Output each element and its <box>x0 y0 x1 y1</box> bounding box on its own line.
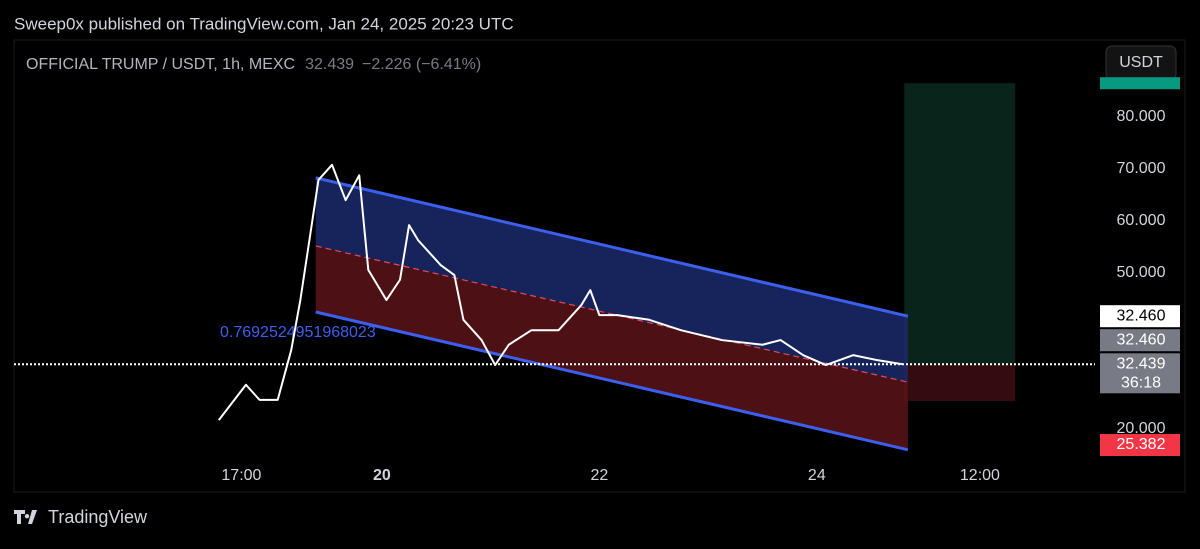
channel-middle <box>315 245 909 383</box>
x-tick-label: 17:00 <box>221 467 261 484</box>
y-tick-label: 70.000 <box>1117 160 1166 177</box>
price-line <box>217 163 904 421</box>
tradingview-logo <box>14 510 37 524</box>
currency-button-label[interactable]: USDT <box>1119 54 1163 71</box>
price-label-box <box>1100 433 1180 456</box>
price-label-box <box>1100 305 1180 328</box>
target-zone <box>904 83 1016 365</box>
price-label-box <box>1100 353 1180 394</box>
y-tick-label: 50.000 <box>1117 264 1166 281</box>
logo-icon <box>14 510 37 524</box>
price-change: −2.226 (−6.41%) <box>362 56 481 73</box>
countdown-label: 36:18 <box>1121 375 1161 392</box>
channel-label: 0.7692524951968023 <box>220 324 376 341</box>
target-tag <box>1100 77 1180 90</box>
price-label: 32.439 <box>1117 356 1166 373</box>
x-tick-label: 20 <box>373 467 391 484</box>
brand: TradingView <box>48 507 148 527</box>
stop-zone <box>904 364 1016 401</box>
last-price: 32.439 <box>305 56 354 73</box>
price-label: 25.382 <box>1117 436 1166 453</box>
channel-lower <box>315 310 909 452</box>
price-label: 32.460 <box>1117 331 1166 348</box>
price-label: 32.460 <box>1117 307 1166 324</box>
channel-upper <box>315 176 909 318</box>
channel-upper-fill <box>315 177 908 383</box>
y-tick-label: 60.000 <box>1117 212 1166 229</box>
chart-title: OFFICIAL TRUMP / USDT, 1h, MEXC <box>26 56 295 73</box>
y-tick-label: 20.000 <box>1117 420 1166 437</box>
x-tick-label: 12:00 <box>960 467 1000 484</box>
symbol-header: OFFICIAL TRUMP / USDT, 1h, MEXC 32.439 −… <box>26 56 481 73</box>
price-label-box <box>1100 329 1180 352</box>
channel-lower-fill <box>315 245 908 450</box>
y-tick-label: 80.000 <box>1117 108 1166 125</box>
x-tick-label: 24 <box>808 467 826 484</box>
publisher-line: Sweep0x published on TradingView.com, Ja… <box>14 14 514 33</box>
x-tick-label: 22 <box>590 467 608 484</box>
